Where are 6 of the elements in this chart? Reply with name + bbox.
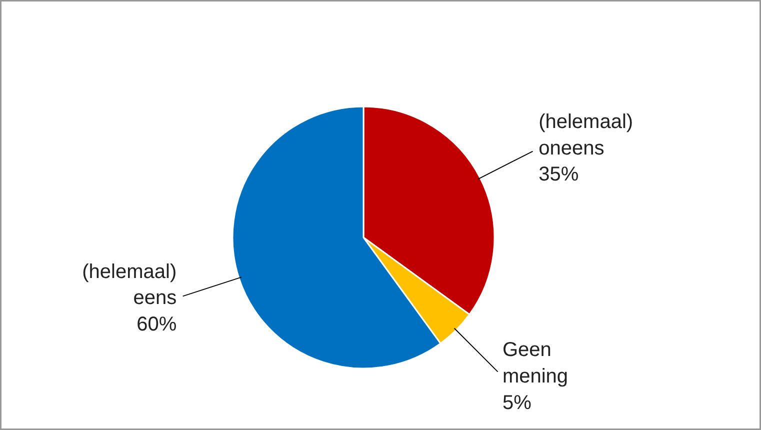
slice-label: (helemaal) oneens <box>538 110 634 160</box>
data-label: 35% <box>538 164 579 186</box>
slice-label: (helemaal) eens <box>82 260 177 310</box>
slice-label: Geen mening <box>502 339 568 388</box>
data-label: 60% <box>136 314 177 336</box>
data-label: 5% <box>502 392 532 414</box>
